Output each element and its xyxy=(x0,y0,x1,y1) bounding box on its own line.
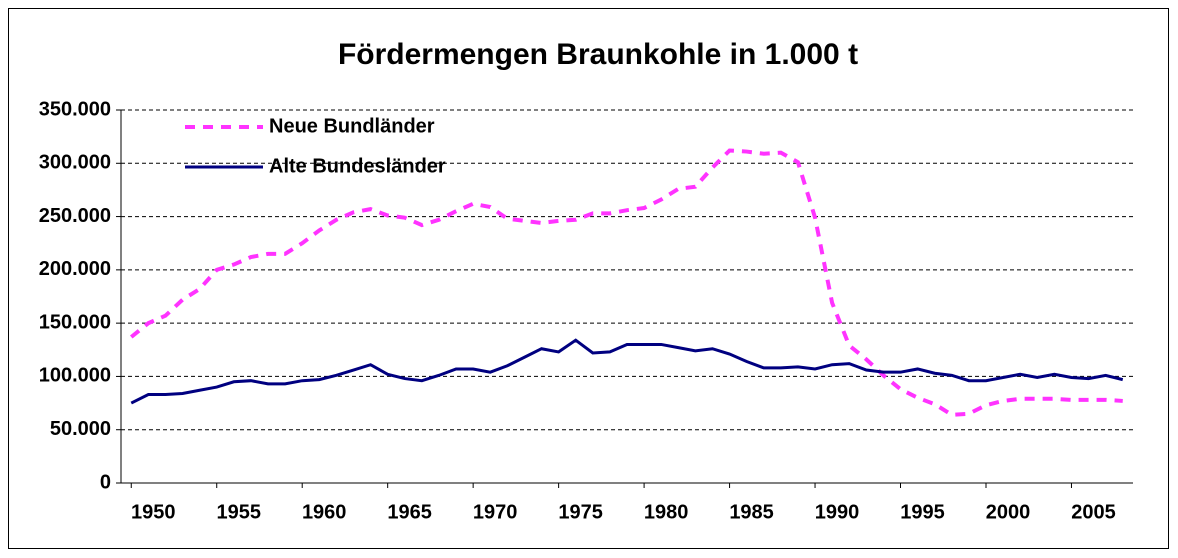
y-tick-label: 100.000 xyxy=(39,365,111,387)
x-tick-label: 1975 xyxy=(558,501,603,523)
x-tick-label: 1980 xyxy=(644,501,689,523)
y-tick-label: 350.000 xyxy=(39,98,111,120)
x-tick-label: 1965 xyxy=(387,501,432,523)
x-tick-label: 1985 xyxy=(729,501,774,523)
y-tick-label: 200.000 xyxy=(39,258,111,280)
chart-border xyxy=(8,8,1169,549)
y-tick-label: 300.000 xyxy=(39,152,111,174)
legend-label: Neue Bundländer xyxy=(269,115,435,137)
x-tick-label: 1960 xyxy=(302,501,347,523)
y-tick-label: 0 xyxy=(100,471,111,493)
x-tick-label: 1950 xyxy=(131,501,176,523)
data-line xyxy=(130,338,1124,405)
x-tick-label: 1995 xyxy=(900,501,945,523)
x-tick-label: 2000 xyxy=(986,501,1031,523)
y-tick-label: 150.000 xyxy=(39,311,111,333)
y-tick-label: 50.000 xyxy=(50,418,111,440)
x-tick-label: 1990 xyxy=(815,501,860,523)
data-line xyxy=(129,148,1123,417)
x-tick-label: 1955 xyxy=(216,501,261,523)
y-tick-label: 250.000 xyxy=(39,205,111,227)
legend-label: Alte Bundesländer xyxy=(269,155,446,177)
chart-title: Fördermengen Braunkohle in 1.000 t xyxy=(338,38,858,71)
x-tick-label: 1970 xyxy=(473,501,518,523)
x-tick-label: 2005 xyxy=(1071,501,1116,523)
